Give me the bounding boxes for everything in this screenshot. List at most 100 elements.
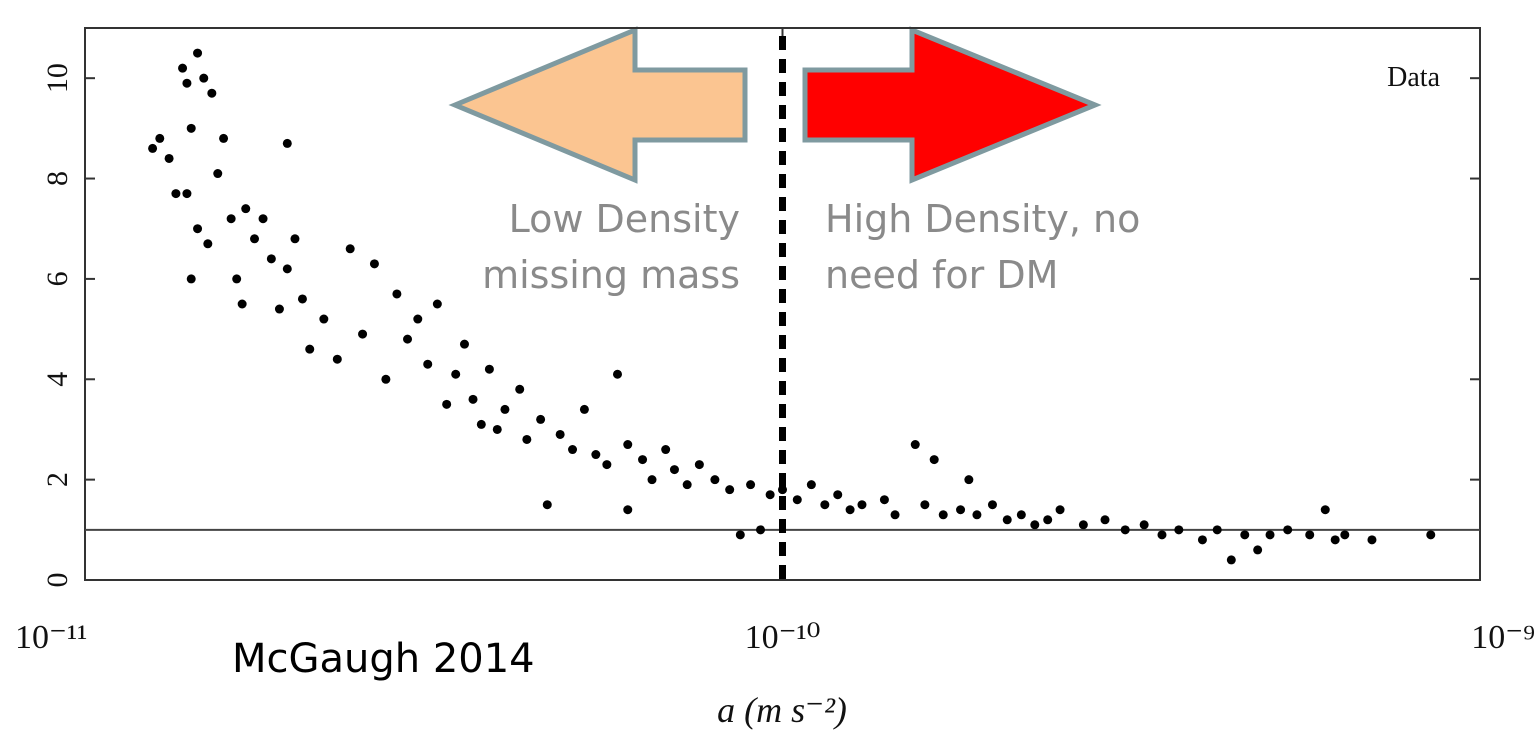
data-point xyxy=(623,505,633,515)
data-point xyxy=(1174,525,1184,535)
data-point xyxy=(857,500,867,510)
data-point xyxy=(193,48,203,58)
data-point xyxy=(694,460,704,470)
data-point xyxy=(274,304,284,314)
data-point xyxy=(591,450,601,460)
x-tick-label: 10⁻¹⁰ xyxy=(745,619,821,656)
y-tick-label: 8 xyxy=(41,171,74,186)
annotation: High Density, no xyxy=(825,197,1140,241)
data-point xyxy=(929,455,939,465)
data-point xyxy=(879,495,889,505)
data-point xyxy=(806,480,816,490)
source-label: McGaugh 2014 xyxy=(232,636,535,682)
data-point xyxy=(542,500,552,510)
data-point xyxy=(1197,535,1207,545)
data-point xyxy=(1426,530,1436,540)
data-point xyxy=(459,339,469,349)
data-point xyxy=(638,455,648,465)
data-point xyxy=(1043,515,1053,525)
data-point xyxy=(1100,515,1110,525)
data-point xyxy=(765,490,775,500)
data-point xyxy=(756,525,766,535)
data-point xyxy=(266,254,276,264)
x-tick-label: 10⁻⁹ xyxy=(1471,619,1535,656)
data-point xyxy=(669,465,679,475)
data-point xyxy=(602,460,612,470)
data-point xyxy=(484,364,494,374)
data-point xyxy=(476,419,486,429)
data-point xyxy=(182,78,192,88)
data-point xyxy=(1055,505,1065,515)
data-point xyxy=(148,143,158,153)
data-point xyxy=(423,359,433,369)
data-point xyxy=(432,299,442,309)
data-point xyxy=(219,133,229,143)
data-point xyxy=(536,414,546,424)
data-point xyxy=(555,429,565,439)
data-point xyxy=(1265,530,1275,540)
data-point xyxy=(1320,505,1330,515)
data-point xyxy=(1253,545,1263,555)
data-point xyxy=(203,239,213,249)
data-point xyxy=(1283,525,1293,535)
data-point xyxy=(442,399,452,409)
data-point xyxy=(199,73,209,83)
data-point xyxy=(956,505,966,515)
data-point xyxy=(623,440,633,450)
data-point xyxy=(186,274,196,284)
data-point xyxy=(682,480,692,490)
data-point xyxy=(910,440,920,450)
data-point xyxy=(746,480,756,490)
data-point xyxy=(186,123,196,133)
data-point xyxy=(1157,530,1167,540)
data-point xyxy=(250,234,260,244)
data-point xyxy=(193,224,203,234)
data-point xyxy=(358,329,368,339)
x-tick-label: 10⁻¹¹ xyxy=(15,619,87,656)
data-point xyxy=(568,445,578,455)
data-point xyxy=(792,495,802,505)
data-point xyxy=(403,334,413,344)
data-point xyxy=(1078,520,1088,530)
data-point xyxy=(1139,520,1149,530)
data-point xyxy=(938,510,948,520)
y-tick-label: 10 xyxy=(41,63,74,93)
data-point xyxy=(778,485,787,495)
data-point xyxy=(290,234,300,244)
annotation: missing mass xyxy=(482,253,740,297)
annotation: need for DM xyxy=(825,253,1058,297)
x-axis-label: a (m s⁻²) xyxy=(717,690,847,730)
data-point xyxy=(515,384,525,394)
data-point xyxy=(972,510,982,520)
data-point xyxy=(164,153,174,163)
data-point xyxy=(661,445,671,455)
data-point xyxy=(237,299,247,309)
data-point xyxy=(890,510,900,520)
data-point xyxy=(258,214,268,224)
data-point xyxy=(369,259,379,269)
data-point xyxy=(845,505,855,515)
data-point xyxy=(332,354,342,364)
data-point xyxy=(1212,525,1222,535)
data-point xyxy=(820,500,830,510)
legend-label: Data xyxy=(1387,62,1440,93)
data-point xyxy=(451,369,461,379)
data-point xyxy=(1030,520,1040,530)
data-point xyxy=(171,189,181,199)
data-point xyxy=(213,169,223,179)
data-point xyxy=(178,63,188,73)
data-point xyxy=(1305,530,1315,540)
data-point xyxy=(207,88,217,98)
data-point xyxy=(500,404,510,414)
left-arrow xyxy=(448,26,748,184)
data-point xyxy=(413,314,423,324)
data-point xyxy=(297,294,307,304)
y-tick-label: 0 xyxy=(41,573,74,588)
data-point xyxy=(319,314,329,324)
y-tick-label: 6 xyxy=(41,271,74,286)
annotation: Low Density xyxy=(509,197,740,241)
data-point xyxy=(579,404,589,414)
data-point xyxy=(1367,535,1377,545)
